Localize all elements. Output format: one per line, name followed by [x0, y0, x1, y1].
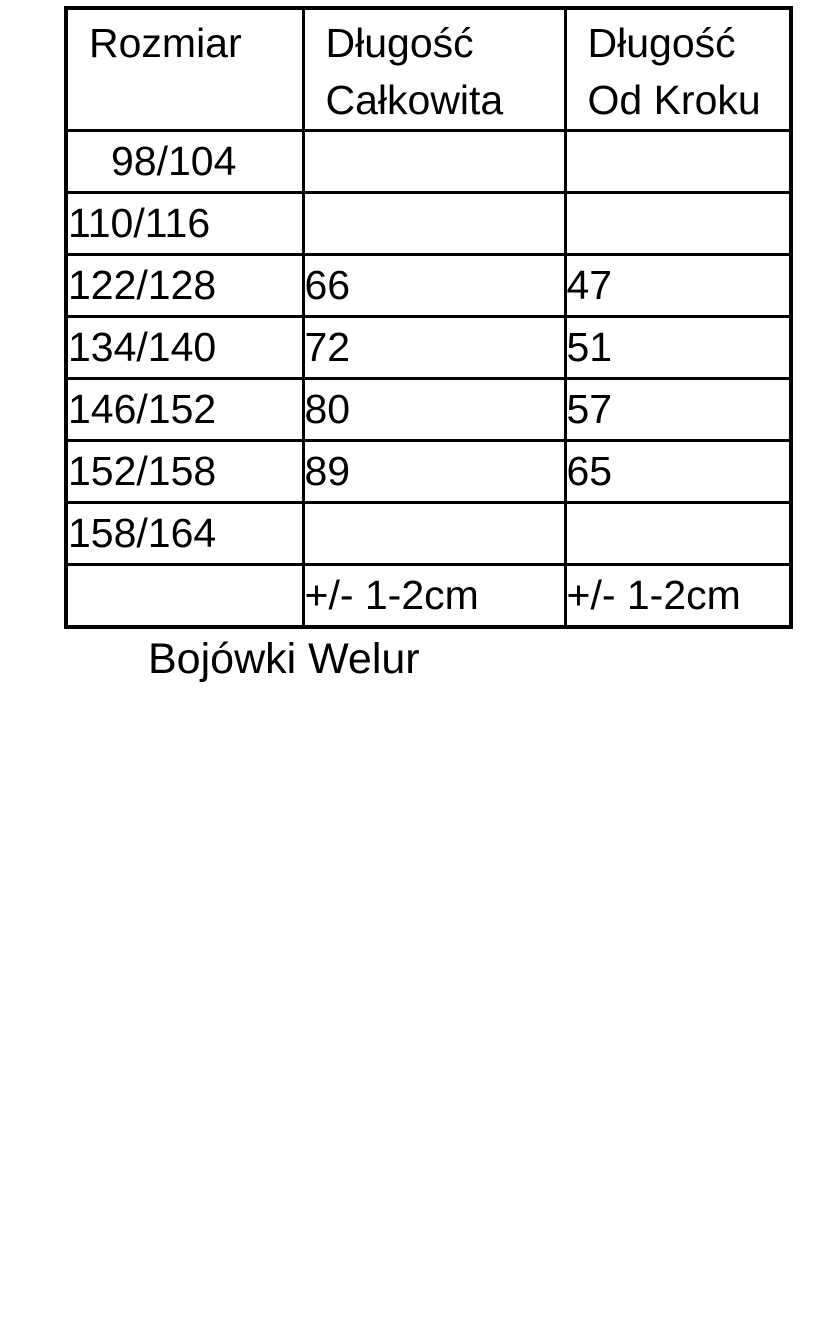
column-header-total-length-line2: Całkowita — [325, 77, 504, 123]
column-header-inseam-length: Długość Od Kroku — [563, 6, 793, 132]
table-row: 152/158 89 65 — [64, 439, 793, 504]
total-length-cell: 80 — [301, 377, 567, 442]
table-row: +/- 1-2cm +/- 1-2cm — [64, 563, 793, 629]
size-cell: 122/128 — [64, 253, 305, 318]
inseam-length-cell: 57 — [563, 377, 793, 442]
total-length-cell — [301, 501, 567, 566]
size-cell: 110/116 — [64, 191, 305, 256]
table-caption: Bojówki Welur — [148, 635, 420, 683]
size-cell: 158/164 — [64, 501, 305, 566]
column-header-inseam-length-line2: Od Kroku — [587, 77, 761, 123]
column-header-total-length-line1: Długość — [325, 20, 474, 66]
inseam-length-cell: 65 — [563, 439, 793, 504]
size-cell — [64, 563, 305, 629]
column-header-size-label: Rozmiar — [89, 20, 242, 66]
size-chart-table: Rozmiar Długość Całkowita Długość Od Kro… — [64, 6, 793, 629]
inseam-length-cell: 47 — [563, 253, 793, 318]
table-row: 98/104 — [64, 129, 793, 194]
size-chart-body: 98/104 110/116 122/128 66 47 134/140 72 51 146/1… — [64, 129, 793, 629]
size-cell: 152/158 — [64, 439, 305, 504]
inseam-length-cell: +/- 1-2cm — [563, 563, 793, 629]
inseam-length-cell: 51 — [563, 315, 793, 380]
inseam-length-cell — [563, 191, 793, 256]
column-header-total-length: Długość Całkowita — [301, 6, 567, 132]
table-row: 158/164 — [64, 501, 793, 566]
total-length-cell: 66 — [301, 253, 567, 318]
inseam-length-cell — [563, 501, 793, 566]
total-length-cell: +/- 1-2cm — [301, 563, 567, 629]
size-cell: 146/152 — [64, 377, 305, 442]
total-length-cell: 89 — [301, 439, 567, 504]
table-row: 146/152 80 57 — [64, 377, 793, 442]
table-row: 134/140 72 51 — [64, 315, 793, 380]
inseam-length-cell — [563, 129, 793, 194]
size-cell: 134/140 — [64, 315, 305, 380]
table-row: 122/128 66 47 — [64, 253, 793, 318]
size-cell: 98/104 — [64, 129, 305, 194]
total-length-cell — [301, 129, 567, 194]
total-length-cell: 72 — [301, 315, 567, 380]
column-header-inseam-length-line1: Długość — [587, 20, 736, 66]
column-header-size: Rozmiar — [64, 6, 305, 132]
table-row: 110/116 — [64, 191, 793, 256]
total-length-cell — [301, 191, 567, 256]
header-row: Rozmiar Długość Całkowita Długość Od Kro… — [64, 6, 793, 132]
size-chart-header: Rozmiar Długość Całkowita Długość Od Kro… — [64, 6, 793, 132]
